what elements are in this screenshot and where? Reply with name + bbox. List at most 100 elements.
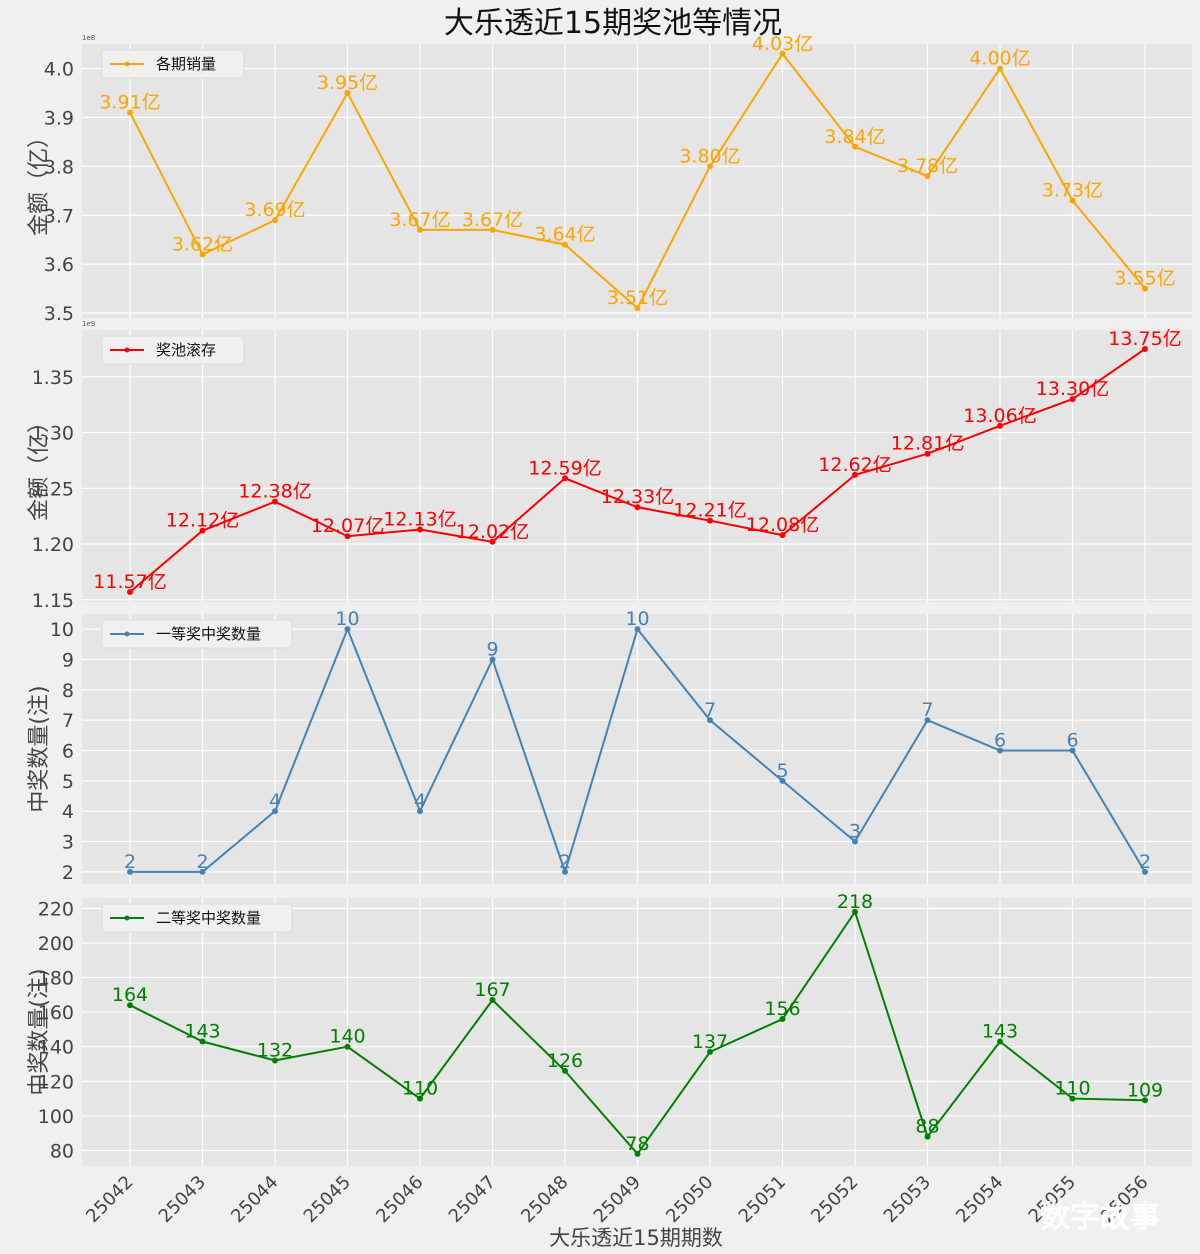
y-tick-label: 3.7 [44, 205, 74, 227]
panel-1: 3.5 3.6 3.7 3.8 3.9 4.0 1e8 金额（亿） 3.91亿 3.62亿 3.69… [27, 33, 1192, 325]
data-point [199, 1038, 206, 1045]
data-label: 12.62亿 [818, 454, 891, 476]
data-label: 12.81亿 [891, 433, 964, 455]
data-point [852, 143, 858, 150]
chart-title: 大乐透近15期奖池等情况 [444, 6, 782, 41]
data-label: 7 [704, 699, 716, 721]
legend-label: 奖池滚存 [156, 341, 216, 359]
y-tick-label: 3.8 [44, 156, 74, 178]
x-tick-label: 25047 [445, 1172, 500, 1227]
data-point [1142, 868, 1148, 875]
y-tick-label: 1.15 [32, 590, 74, 612]
panel-3: 2 3 4 5 6 7 8 9 10 中奖数量(注) 2 2 4 10 4 9 2 10 7 5 3 7 6 6 2 一等奖中奖数… [27, 608, 1192, 884]
data-label: 167 [474, 979, 510, 1001]
data-label: 12.08亿 [746, 514, 819, 536]
legend: 二等奖中奖数量 [101, 903, 293, 933]
data-point [272, 808, 278, 815]
y-axis-label: 中奖数量(注) [27, 968, 52, 1095]
x-axis-label: 大乐透近15期期数 [549, 1226, 723, 1250]
y-tick-label: 8 [62, 680, 74, 702]
y-tick-label: 6 [62, 741, 74, 763]
data-point [707, 163, 713, 170]
data-point [779, 532, 786, 539]
x-tick-label: 25046 [372, 1172, 427, 1227]
data-label: 12.21亿 [673, 500, 746, 522]
legend-marker [124, 61, 130, 67]
data-label: 218 [837, 891, 873, 913]
legend: 一等奖中奖数量 [101, 619, 293, 649]
x-tick-label: 25052 [807, 1172, 862, 1227]
data-point [489, 656, 496, 663]
data-label: 110 [402, 1078, 438, 1100]
data-point [634, 626, 641, 633]
data-point [924, 1133, 931, 1140]
data-label: 3.67亿 [389, 209, 450, 231]
x-tick-label: 25048 [517, 1172, 572, 1227]
y-tick-label: 5 [62, 771, 74, 793]
y-axis-label: 金额（亿） [27, 126, 52, 236]
data-point [1069, 396, 1076, 403]
data-point [634, 1150, 641, 1157]
data-label: 3.64亿 [534, 224, 595, 246]
y-tick-label: 180 [38, 968, 74, 990]
data-point [707, 717, 713, 724]
data-point [562, 1067, 568, 1074]
data-label: 11.57亿 [93, 571, 166, 593]
axis-scale-label: 1e9 [82, 320, 95, 328]
data-point [634, 305, 641, 312]
data-label: 5 [776, 760, 788, 782]
data-point [199, 251, 206, 258]
x-tick-label: 25053 [880, 1172, 935, 1227]
data-label: 4.00亿 [969, 47, 1030, 69]
y-tick-label: 160 [38, 1002, 74, 1024]
data-point [997, 747, 1003, 754]
data-point [997, 65, 1003, 72]
data-label: 3.78亿 [897, 155, 958, 177]
panel-4: 80 100 120 140 160 180 200 220 中奖数量(注) 164 143 132 1… [27, 891, 1192, 1166]
x-tick-label: 25051 [735, 1172, 790, 1227]
y-axis-label: 金额（亿） [27, 411, 52, 521]
panel-2: 1.15 1.20 1.25 1.30 1.35 1e9 金额（亿） 11.57亿 12.12亿… [27, 320, 1192, 612]
data-point [1142, 345, 1148, 352]
data-point [924, 717, 931, 724]
legend-marker [124, 347, 130, 353]
data-label: 6 [994, 730, 1006, 752]
data-point [417, 226, 423, 233]
data-point [344, 626, 351, 633]
data-label: 7 [921, 699, 933, 721]
legend: 奖池滚存 [101, 335, 245, 365]
legend-marker [124, 915, 130, 921]
y-tick-label: 10 [50, 619, 74, 641]
legend-label: 二等奖中奖数量 [156, 909, 261, 927]
axis-scale-label: 1e8 [82, 34, 95, 42]
x-tick-label: 25044 [227, 1172, 282, 1227]
data-label: 3.67亿 [462, 209, 523, 231]
data-point [997, 1038, 1003, 1045]
data-label: 13.06亿 [963, 405, 1036, 427]
y-tick-label: 9 [62, 650, 74, 672]
legend-label: 一等奖中奖数量 [156, 625, 261, 643]
data-point [634, 504, 641, 511]
data-point [199, 868, 206, 875]
y-tick-label: 3.6 [44, 254, 74, 276]
data-point [1142, 1097, 1148, 1104]
data-label: 110 [1054, 1078, 1090, 1100]
data-label: 126 [547, 1050, 583, 1072]
data-label: 6 [1066, 730, 1078, 752]
data-label: 3.69亿 [244, 199, 305, 221]
data-label: 3 [849, 821, 861, 843]
data-label: 140 [329, 1026, 365, 1048]
data-label: 143 [982, 1021, 1018, 1043]
data-label: 4 [269, 790, 281, 812]
legend-box [101, 903, 293, 933]
data-point [1069, 747, 1076, 754]
data-label: 78 [625, 1133, 649, 1155]
x-tick-label: 25042 [82, 1172, 137, 1227]
data-label: 88 [915, 1116, 939, 1138]
x-tick-label: 25043 [155, 1172, 210, 1227]
data-point [489, 997, 496, 1004]
y-tick-label: 100 [38, 1106, 74, 1128]
data-point [562, 241, 568, 248]
data-point [852, 908, 858, 915]
data-point [779, 777, 786, 784]
